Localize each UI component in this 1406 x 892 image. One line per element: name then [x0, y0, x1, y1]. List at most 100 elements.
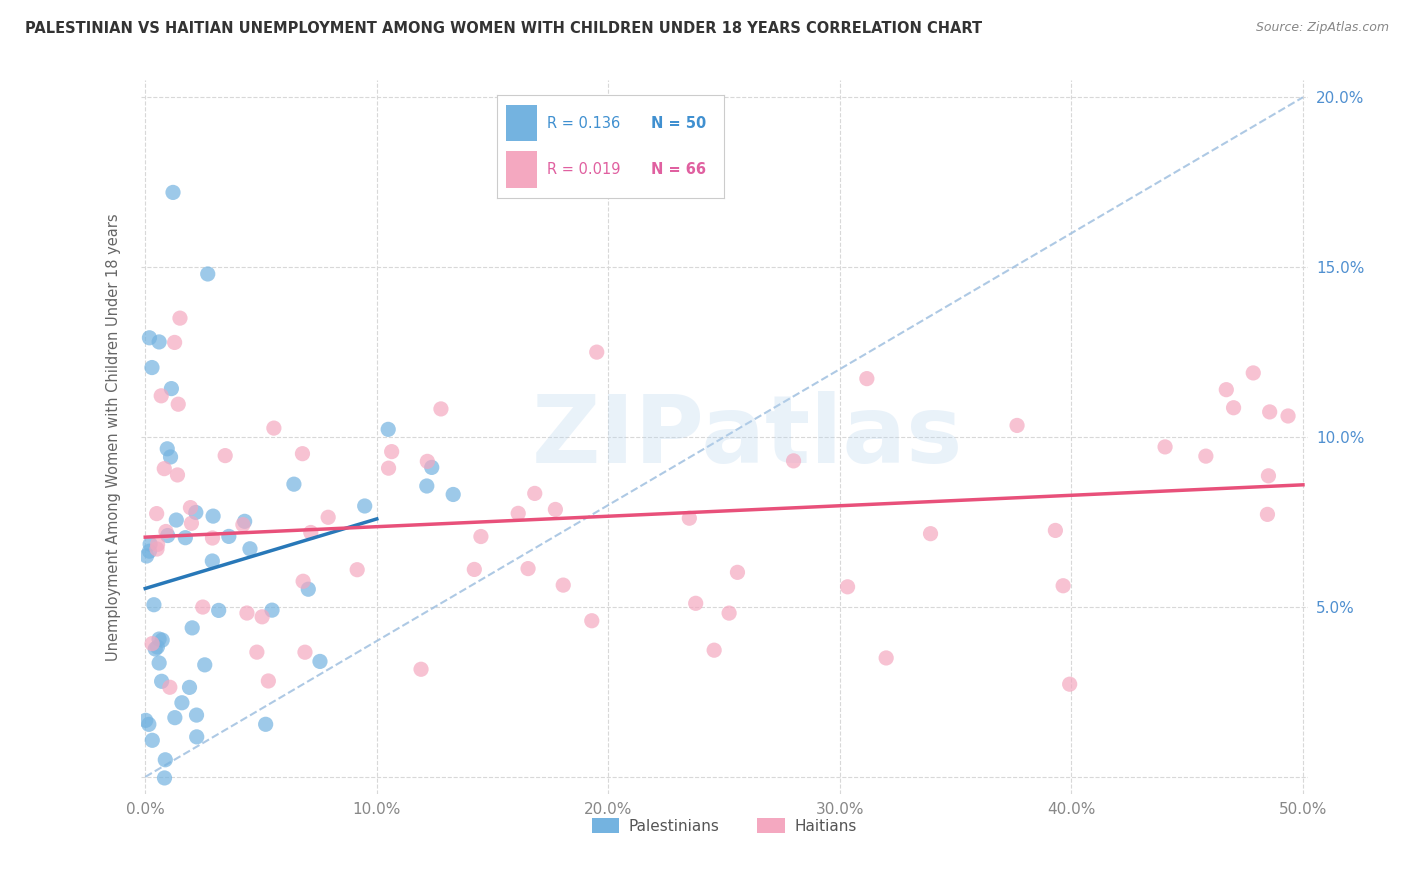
- Point: [294, 645, 316, 659]
- Point: [159, 450, 181, 464]
- Point: [523, 486, 546, 500]
- Point: [837, 580, 859, 594]
- Point: [146, 640, 169, 654]
- Point: [165, 513, 187, 527]
- Point: [141, 733, 163, 747]
- Point: [174, 531, 197, 545]
- Point: [201, 554, 224, 568]
- Point: [163, 335, 186, 350]
- Point: [678, 511, 700, 525]
- Point: [470, 529, 492, 543]
- Point: [153, 771, 176, 785]
- Point: [170, 696, 193, 710]
- Point: [263, 421, 285, 435]
- Point: [1256, 508, 1278, 522]
- Point: [138, 717, 160, 731]
- Point: [416, 479, 439, 493]
- Point: [430, 401, 453, 416]
- Text: Source: ZipAtlas.com: Source: ZipAtlas.com: [1256, 21, 1389, 35]
- Point: [180, 516, 202, 531]
- Point: [377, 422, 399, 436]
- Point: [508, 507, 530, 521]
- Point: [179, 681, 201, 695]
- Point: [145, 507, 167, 521]
- Point: [463, 562, 485, 576]
- Point: [246, 645, 269, 659]
- Point: [146, 537, 169, 551]
- Text: PALESTINIAN VS HAITIAN UNEMPLOYMENT AMONG WOMEN WITH CHILDREN UNDER 18 YEARS COR: PALESTINIAN VS HAITIAN UNEMPLOYMENT AMON…: [25, 21, 983, 37]
- Point: [150, 389, 173, 403]
- Point: [254, 717, 277, 731]
- Point: [146, 541, 169, 556]
- Point: [160, 382, 183, 396]
- Point: [159, 680, 181, 694]
- Point: [167, 397, 190, 411]
- Point: [1059, 677, 1081, 691]
- Point: [517, 561, 540, 575]
- Point: [142, 598, 165, 612]
- Point: [186, 708, 208, 723]
- Point: [138, 544, 160, 558]
- Point: [292, 574, 315, 589]
- Point: [299, 525, 322, 540]
- Point: [1045, 524, 1067, 538]
- Point: [232, 517, 254, 532]
- Point: [875, 651, 897, 665]
- Point: [156, 442, 179, 456]
- Point: [346, 563, 368, 577]
- Point: [727, 566, 749, 580]
- Point: [381, 444, 404, 458]
- Point: [297, 582, 319, 597]
- Point: [138, 331, 160, 345]
- Point: [181, 621, 204, 635]
- Point: [184, 505, 207, 519]
- Text: ZIPatlas: ZIPatlas: [531, 391, 963, 483]
- Point: [409, 662, 432, 676]
- Point: [257, 673, 280, 688]
- Point: [260, 603, 283, 617]
- Point: [718, 606, 741, 620]
- Point: [377, 461, 399, 475]
- Point: [291, 447, 314, 461]
- Point: [1277, 409, 1299, 423]
- Point: [420, 460, 443, 475]
- Point: [150, 674, 173, 689]
- Point: [191, 600, 214, 615]
- Point: [353, 499, 375, 513]
- Point: [1195, 449, 1218, 463]
- Point: [141, 637, 163, 651]
- Point: [585, 345, 607, 359]
- Point: [148, 632, 170, 646]
- Point: [208, 603, 231, 617]
- Point: [553, 578, 575, 592]
- Point: [441, 487, 464, 501]
- Y-axis label: Unemployment Among Women with Children Under 18 years: Unemployment Among Women with Children U…: [107, 213, 121, 661]
- Point: [156, 528, 179, 542]
- Point: [135, 549, 157, 563]
- Point: [148, 656, 170, 670]
- Point: [1154, 440, 1177, 454]
- Point: [150, 633, 173, 648]
- Point: [214, 449, 236, 463]
- Point: [685, 596, 707, 610]
- Point: [920, 526, 942, 541]
- Point: [233, 514, 256, 528]
- Point: [1241, 366, 1264, 380]
- Point: [581, 614, 603, 628]
- Point: [202, 509, 225, 524]
- Point: [1052, 579, 1074, 593]
- Point: [782, 454, 804, 468]
- Point: [169, 311, 191, 326]
- Point: [162, 186, 184, 200]
- Point: [1258, 405, 1281, 419]
- Point: [135, 714, 157, 728]
- Point: [143, 642, 166, 657]
- Legend: Palestinians, Haitians: Palestinians, Haitians: [585, 812, 863, 839]
- Point: [139, 537, 162, 551]
- Point: [166, 467, 188, 482]
- Point: [703, 643, 725, 657]
- Point: [155, 753, 177, 767]
- Point: [179, 500, 201, 515]
- Point: [856, 371, 879, 385]
- Point: [163, 711, 186, 725]
